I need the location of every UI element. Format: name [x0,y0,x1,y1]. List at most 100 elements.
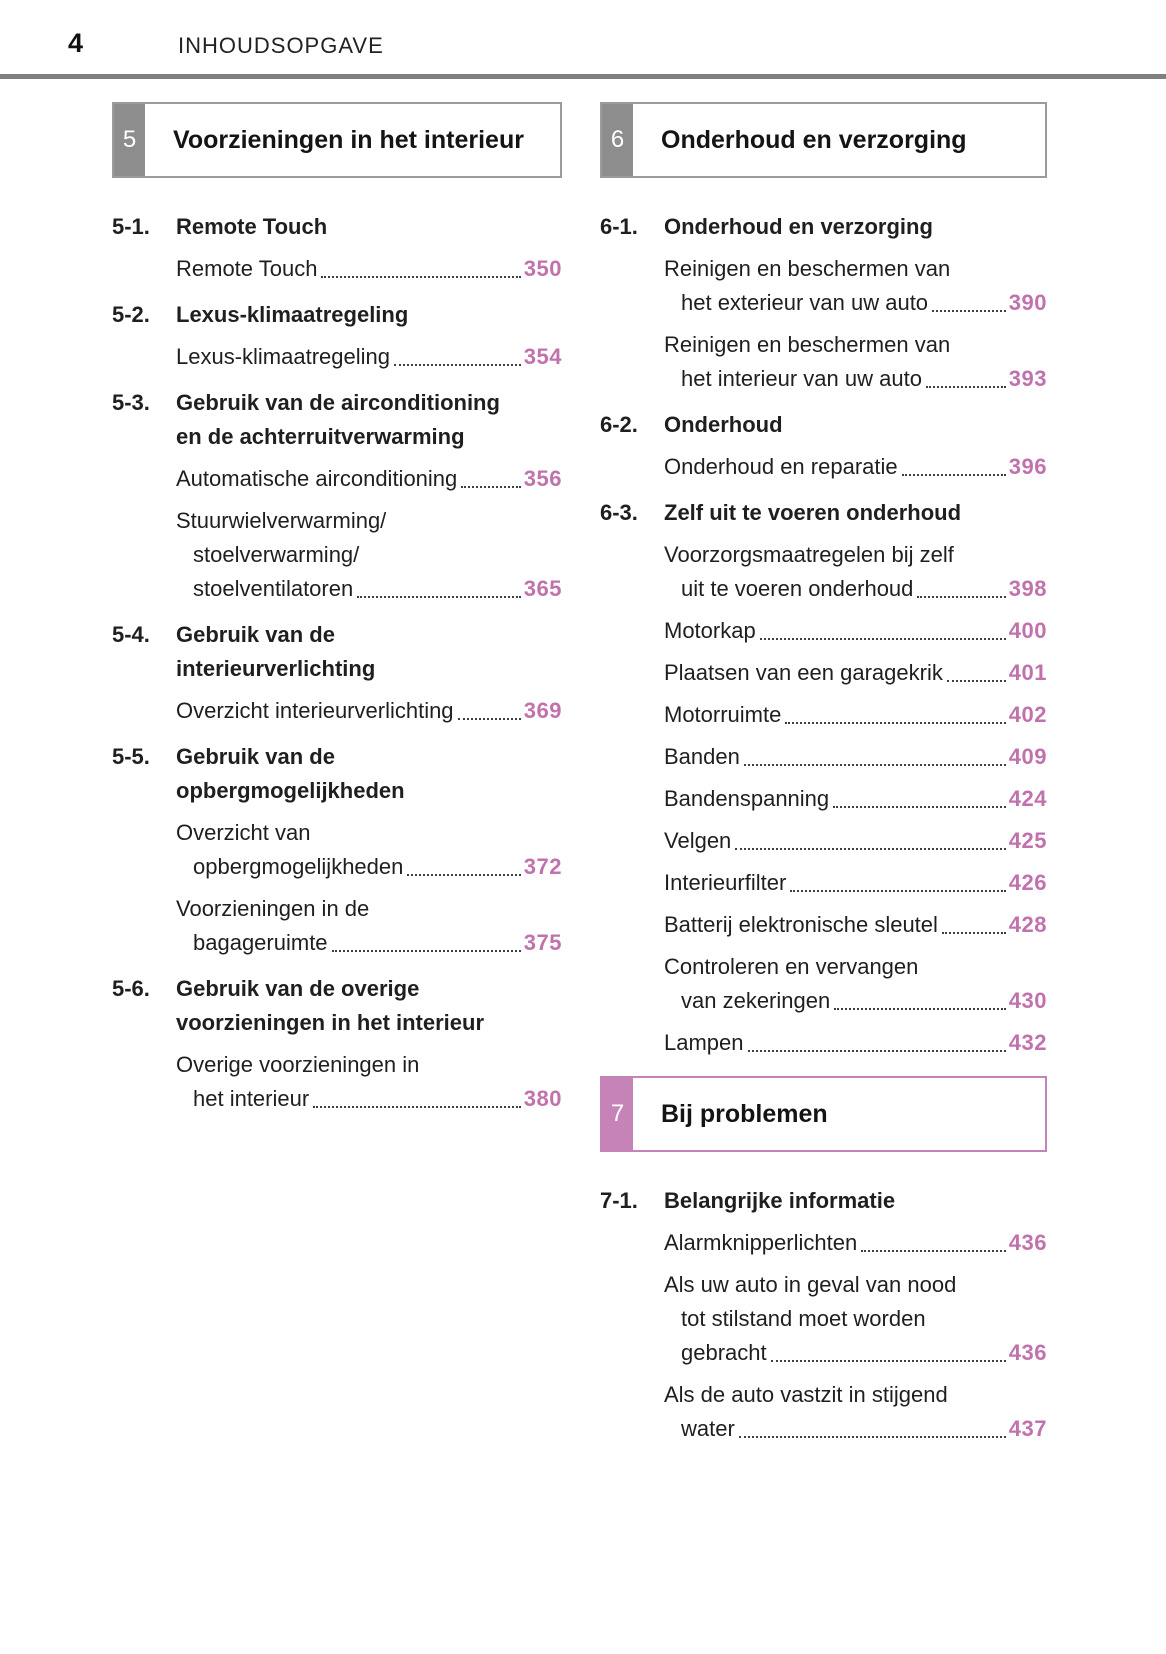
toc-item-content: Remote Touch Remote Touch 350 [176,210,562,286]
toc-entry-last-line: Automatische airconditioning 356 [176,462,562,496]
toc-heading-line: interieurverlichting [176,656,376,681]
toc-item: 7-1. Belangrijke informatie Alarmknipperli… [600,1184,1047,1446]
dot-leader [790,890,1006,892]
toc-entry-last-line: Velgen 425 [664,824,1047,858]
toc-page-number: 436 [1008,1340,1047,1365]
toc-entry-text: Motorkap [664,618,756,643]
dot-leader [747,1050,1006,1052]
toc-entry-last-line: Banden 409 [664,740,1047,774]
toc-entry-text: Remote Touch [176,256,318,281]
toc-page-number: 393 [1008,366,1047,391]
toc-page-number: 430 [1008,988,1047,1013]
toc-entry-last-line: bagageruimte 375 [176,926,562,960]
toc-item: 6-1. Onderhoud en verzorging Reinigen en b… [600,210,1047,396]
toc-entry-last-line: Plaatsen van een garagekrik 401 [664,656,1047,690]
dot-leader [313,1106,521,1108]
toc-heading-line: Remote Touch [176,214,328,239]
toc-page-number: 400 [1008,618,1047,643]
toc-heading-line: Lexus-klimaatregeling [176,302,409,327]
toc-page-number: 425 [1008,828,1047,853]
dot-leader [407,874,521,876]
section-number-tab: 6 [602,104,633,176]
toc-entry-last-line: het exterieur van uw auto 390 [664,286,1047,320]
toc-entry: Overzicht interieurverlichting 369 [176,694,562,728]
toc-item: 6-2. Onderhoud Onderhoud en reparatie 396 [600,408,1047,484]
toc-item-label: 6-3. [600,500,638,525]
toc-entry: Batterij elektronische sleutel 428 [664,908,1047,942]
toc-heading-line: Gebruik van de airconditioning [176,390,500,415]
toc-item-label: 6-1. [600,214,638,239]
dot-leader [759,638,1006,640]
dot-leader [457,718,521,720]
toc-page-number: 432 [1008,1030,1047,1055]
section-number-tab: 7 [602,1078,633,1150]
toc-heading-line: en de achterruitverwarming [176,424,465,449]
toc-entry: Onderhoud en reparatie 396 [664,450,1047,484]
toc-page-number: 401 [1008,660,1047,685]
toc-entry-text: stoelventilatoren [193,576,354,601]
toc-entry: Bandenspanning 424 [664,782,1047,816]
toc-page-number: 396 [1008,454,1047,479]
toc-item-content: Lexus-klimaatregeling Lexus-klimaatregeli… [176,298,562,374]
toc-entry-line: Stuurwielverwarming/ [176,508,387,533]
toc-page-number: 424 [1008,786,1047,811]
toc-entry-last-line: Lampen 432 [664,1026,1047,1060]
toc-entry-text: Batterij elektronische sleutel [664,912,938,937]
toc-entry-line: Als de auto vastzit in stijgend [664,1382,948,1407]
dot-leader [735,848,1006,850]
toc-entry-line: Reinigen en beschermen van [664,332,951,357]
dot-leader [834,1008,1006,1010]
toc-item-label: 7-1. [600,1188,638,1213]
toc-entry-line: Voorzorgsmaatregelen bij zelf [664,542,954,567]
toc-entry-text: opbergmogelijkheden [193,854,404,879]
toc-item-label: 5-2. [112,302,150,327]
toc-entry-last-line: water 437 [664,1412,1047,1446]
toc-page-number: 356 [523,466,562,491]
toc-page-number: 409 [1008,744,1047,769]
toc-entry-last-line: het interieur 380 [176,1082,562,1116]
dot-leader [770,1360,1006,1362]
toc-heading-line: Gebruik van de overige [176,976,420,1001]
section-box: 6 Onderhoud en verzorging [600,102,1047,178]
toc-entry-line: Overige voorzieningen in [176,1052,420,1077]
toc-entry-line: tot stilstand moet worden [681,1306,926,1331]
toc-item-label: 5-3. [112,390,150,415]
toc-item: 6-3. Zelf uit te voeren onderhoud Voorzorg… [600,496,1047,1060]
toc-entry: Overige voorzieningen in het interieur 380 [176,1048,562,1116]
toc-item-label: 5-6. [112,976,150,1001]
section-box: 5 Voorzieningen in het interieur [112,102,562,178]
toc-entry: Als uw auto in geval van nood tot stilsta… [664,1268,1047,1370]
toc-item-content: Gebruik van de opbergmogelijkheden Overzic… [176,740,562,960]
toc-heading-line: Zelf uit te voeren onderhoud [664,500,962,525]
toc-entry: Reinigen en beschermen van het interieur … [664,328,1047,396]
toc-entry-last-line: opbergmogelijkheden 372 [176,850,562,884]
toc-item: 5-5. Gebruik van de opbergmogelijkheden Ove… [112,740,562,960]
toc-entry-last-line: het interieur van uw auto 393 [664,362,1047,396]
toc-entry: Automatische airconditioning 356 [176,462,562,496]
toc-item-label: 6-2. [600,412,638,437]
dot-leader [461,486,521,488]
toc-entry-text: Velgen [664,828,732,853]
toc-entry: Voorzorgsmaatregelen bij zelf uit te voer… [664,538,1047,606]
toc-entry-text: Interieurfilter [664,870,787,895]
dot-leader [833,806,1006,808]
toc-entry-text: water [681,1416,735,1441]
toc-entry: Plaatsen van een garagekrik 401 [664,656,1047,690]
toc-entry-line: Voorzieningen in de [176,896,370,921]
toc-entry: Controleren en vervangen van zekeringen 43… [664,950,1047,1018]
toc-column-left: 5 Voorzieningen in het interieur 5-1. Remot… [112,102,562,1116]
toc-entry-last-line: Lexus-klimaatregeling 354 [176,340,562,374]
dot-leader [738,1436,1006,1438]
toc-entry-text: Overzicht interieurverlichting [176,698,454,723]
toc-heading-line: Gebruik van de [176,744,335,769]
toc-item: 5-1. Remote Touch Remote Touch 350 [112,210,562,286]
dot-leader [861,1250,1006,1252]
toc-heading-line: Onderhoud en verzorging [664,214,933,239]
dot-leader [331,950,521,952]
toc-entry-last-line: Overzicht interieurverlichting 369 [176,694,562,728]
toc-entry-text: Banden [664,744,740,769]
toc-entry: Overzicht van opbergmogelijkheden 372 [176,816,562,884]
toc-entry-line: Reinigen en beschermen van [664,256,951,281]
toc-page-number: 436 [1008,1230,1047,1255]
